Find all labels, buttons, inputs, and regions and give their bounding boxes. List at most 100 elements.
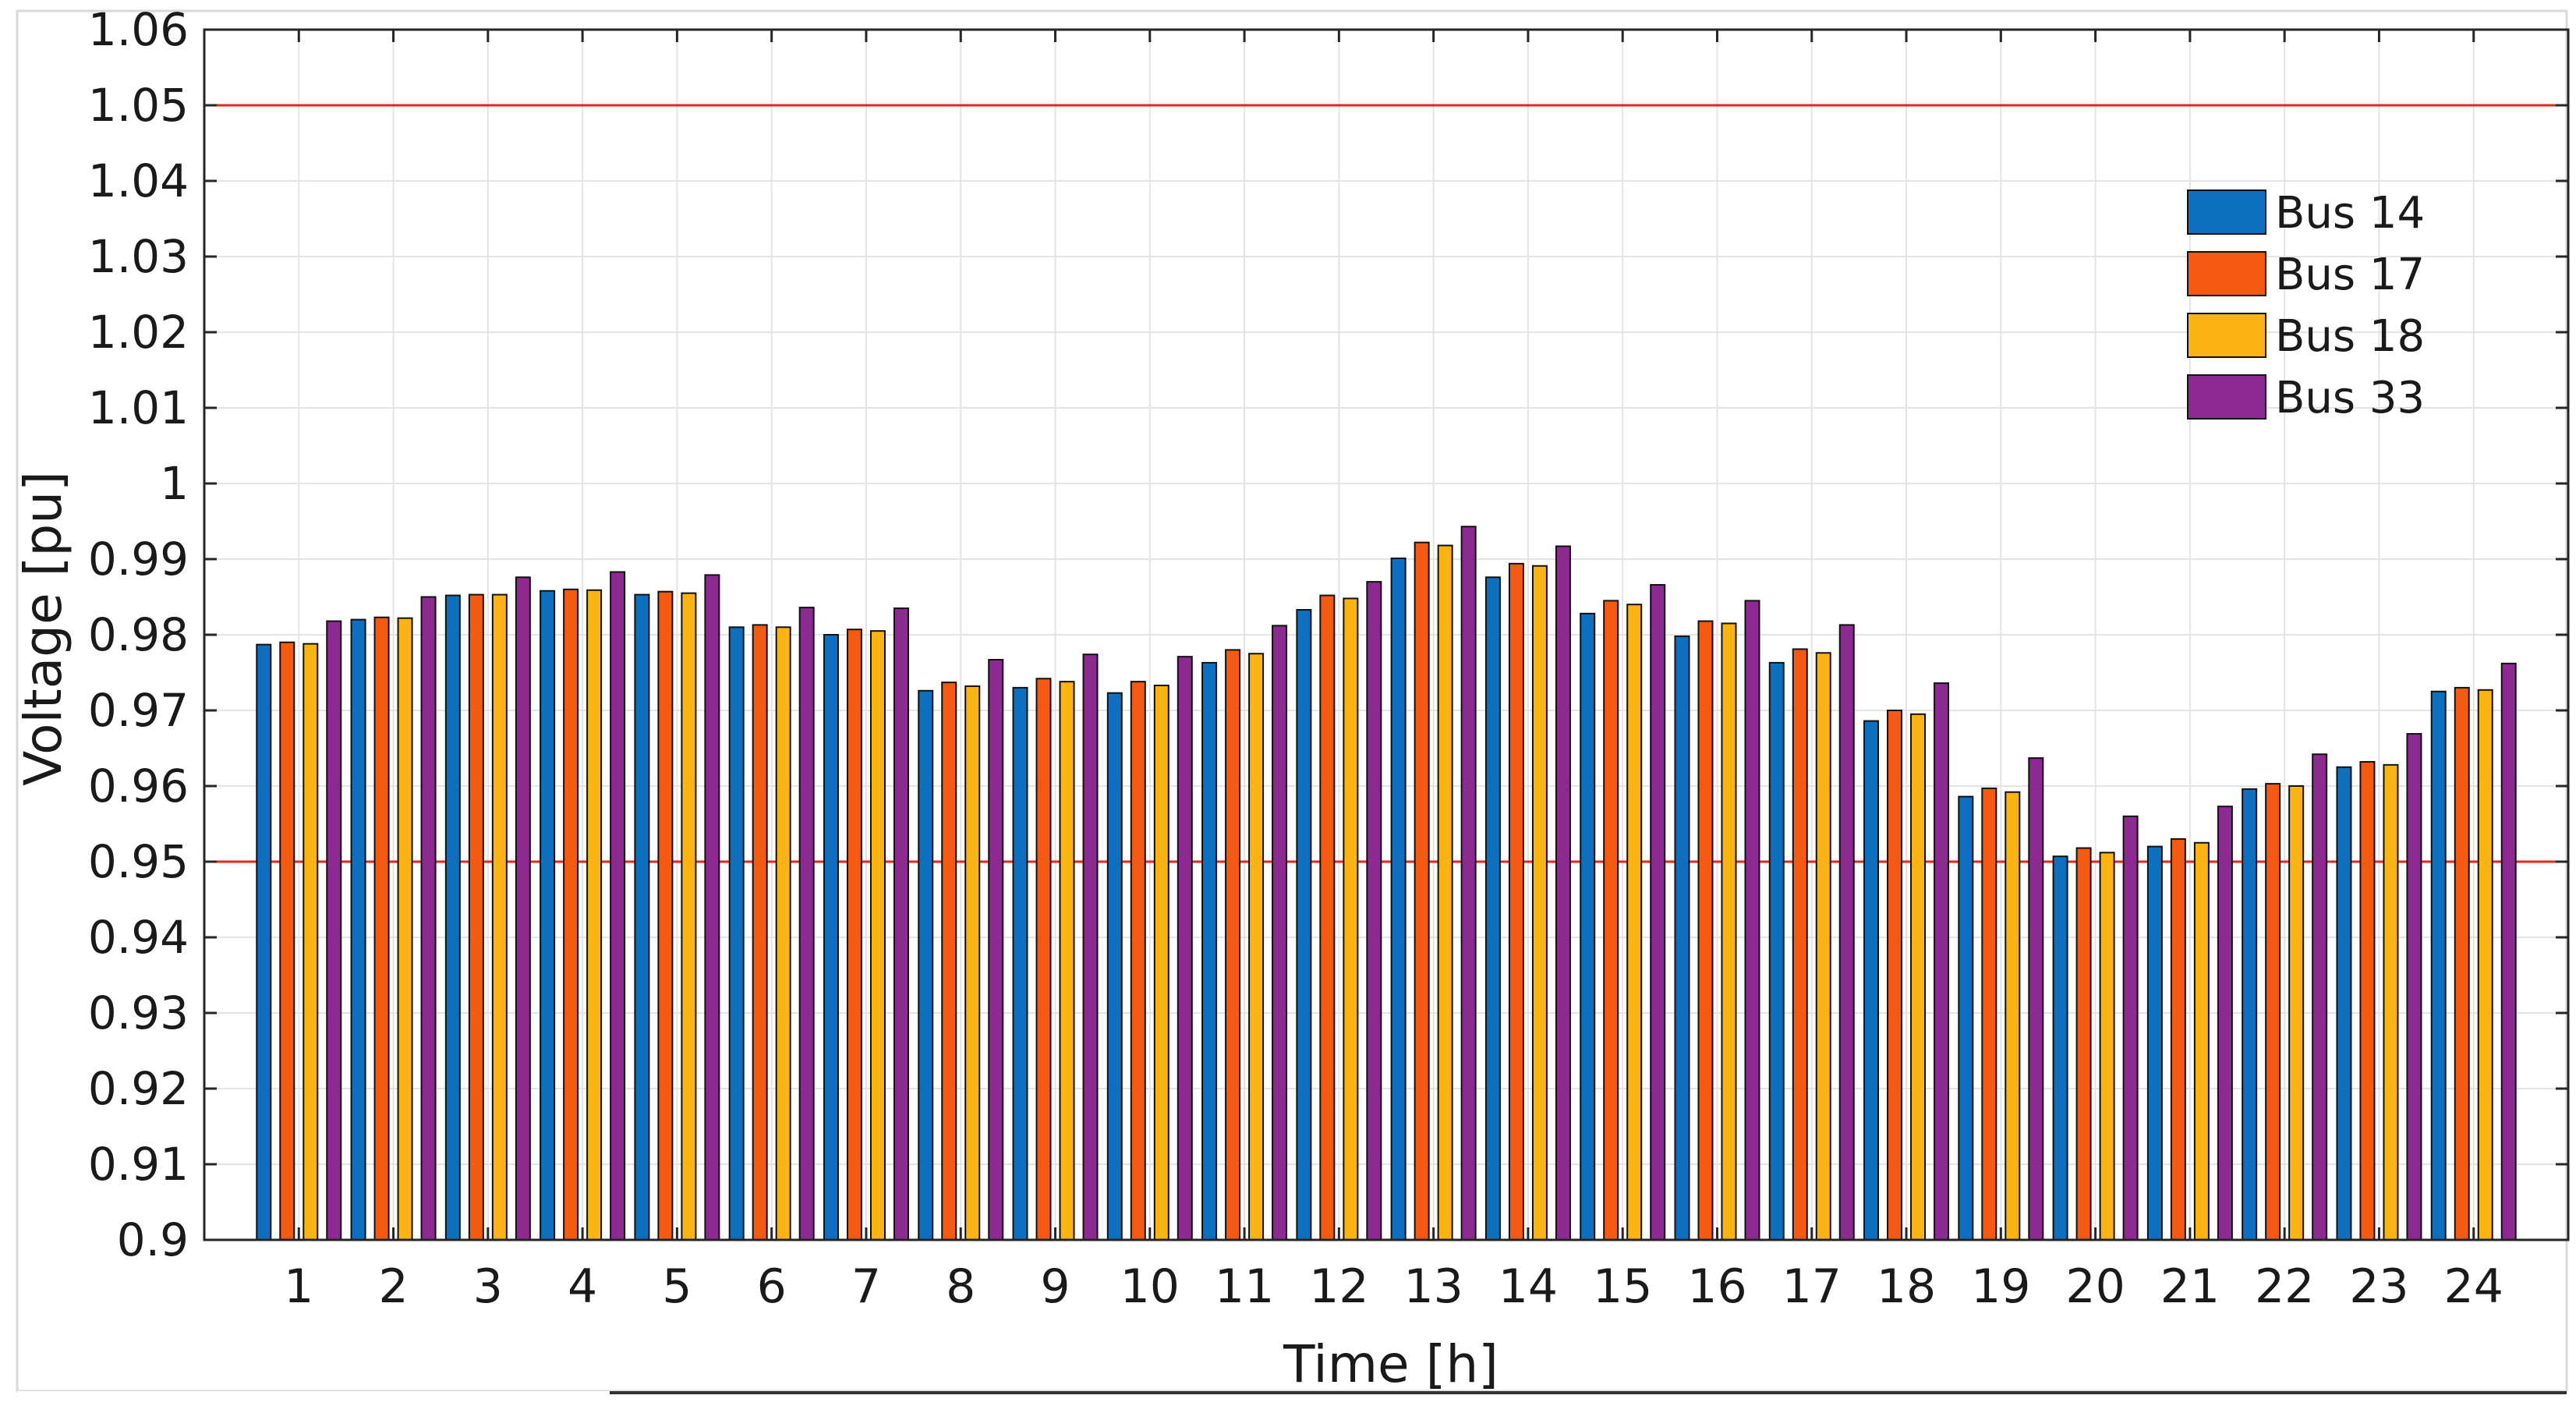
bar [1674,635,1690,1241]
x-tick-label: 13 [1403,1259,1463,1314]
x-tick-label: 22 [2255,1259,2314,1314]
bar [1153,684,1169,1241]
y-tick-label: 1.01 [88,381,189,434]
bar [1838,624,1855,1241]
y-tick-label: 0.92 [88,1062,189,1115]
bar [468,593,484,1241]
bar [1460,526,1477,1241]
bar [1177,656,1193,1241]
bar [752,624,768,1241]
y-tick-label: 0.98 [88,608,189,661]
legend-label: Bus 14 [2275,188,2425,239]
bar [1484,576,1501,1241]
bar [1934,682,1950,1241]
bar [988,659,1004,1241]
bar [1059,681,1075,1241]
bar [1414,541,1430,1241]
bar [1106,692,1123,1241]
x-tick-label: 1 [284,1259,313,1314]
x-tick-label: 19 [1971,1259,2030,1314]
x-tick-label: 6 [757,1259,787,1314]
bar [350,618,366,1241]
bar [1555,545,1571,1241]
x-tick-label: 5 [662,1259,692,1314]
legend-label: Bus 33 [2275,373,2425,423]
x-tick-label: 4 [568,1259,597,1314]
bar [1248,653,1265,1241]
bar [610,571,626,1241]
bar [704,574,720,1241]
x-tick-label: 14 [1499,1259,1558,1314]
bar [918,689,934,1241]
y-tick-label: 1 [160,457,189,510]
bar [326,620,342,1241]
x-tick-label: 8 [946,1259,975,1314]
bar [2359,760,2376,1241]
bar [728,626,745,1241]
bar [1768,661,1785,1241]
bar [563,588,579,1241]
bar [634,593,650,1241]
bar [2217,806,2233,1241]
bar [1603,600,1619,1241]
x-tick-label: 16 [1687,1259,1746,1314]
bar [1272,625,1288,1241]
bar [823,634,839,1241]
x-tick-label: 15 [1593,1259,1652,1314]
bar [1981,787,1997,1241]
legend-label: Bus 17 [2275,250,2425,300]
x-axis-label: Time [h] [1283,1334,1499,1394]
x-tick-label: 2 [378,1259,408,1314]
bar [1366,581,1382,1241]
bar [798,607,815,1241]
bar [256,643,272,1241]
x-tick-label: 20 [2065,1259,2125,1314]
bar [2052,855,2068,1241]
bar [420,596,437,1241]
axes: 0.9 0.91 0.92 0.93 0.94 0.95 0.96 0.97 0.98 0.99 1… [16,3,2570,1394]
bar [2288,785,2305,1241]
x-tick-label: 10 [1120,1259,1180,1314]
legend-swatch [2187,313,2266,358]
bar [2500,662,2517,1241]
legend-label: Bus 18 [2275,311,2425,362]
bar [657,590,674,1241]
y-tick-label: 1.04 [88,154,189,207]
bar [2406,733,2422,1241]
bar [1958,795,1974,1241]
bar [1201,661,1218,1241]
legend-swatch [2187,189,2266,235]
bar [1792,648,1808,1241]
x-tick-label: 24 [2444,1259,2503,1314]
bar [279,641,295,1241]
bar [2005,791,2021,1241]
bar [444,594,461,1241]
bar [373,616,390,1241]
bar [1343,597,1359,1241]
y-tick-label: 0.93 [88,986,189,1039]
bar [775,626,791,1241]
y-axis-label: Voltage [pu] [13,471,73,786]
bar [1319,594,1336,1241]
bar [2146,845,2163,1241]
x-tick-label: 3 [473,1259,503,1314]
bar [869,630,886,1241]
bar [2430,690,2447,1241]
bar [2336,766,2352,1241]
bar [1721,622,1737,1241]
y-tick-label: 1.06 [88,3,189,56]
bar [1863,720,1880,1241]
bar [2265,783,2281,1241]
y-tick-label: 1.03 [88,230,189,283]
y-tick-label: 1.05 [88,79,189,132]
bar [1744,600,1760,1241]
x-tick-label: 7 [851,1259,881,1314]
bar [1815,652,1831,1241]
bar [1650,583,1666,1241]
bar [2193,841,2210,1241]
bar [1082,653,1099,1241]
bar [1531,565,1548,1241]
bar [1390,558,1407,1241]
legend-swatch [2187,374,2266,420]
